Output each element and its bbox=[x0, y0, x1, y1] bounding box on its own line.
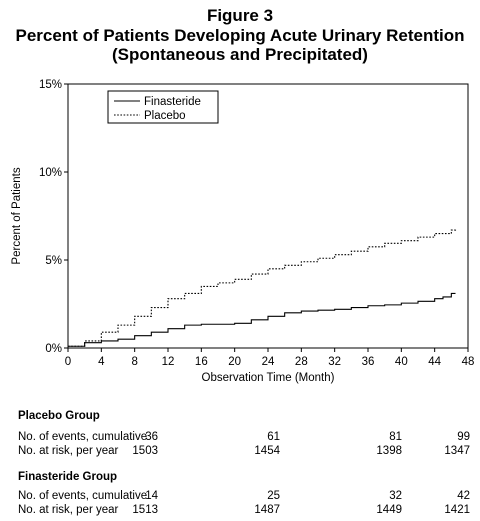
x-tick-label: 28 bbox=[295, 356, 308, 368]
x-tick-label: 16 bbox=[195, 356, 208, 368]
table-cell: 25 bbox=[267, 490, 280, 502]
table-cell: 1449 bbox=[376, 504, 402, 516]
y-tick-label: 15% bbox=[39, 79, 62, 91]
series-line-finasteride bbox=[68, 292, 456, 347]
table-row-label: No. at risk, per year bbox=[18, 504, 119, 516]
y-tick-label: 0% bbox=[45, 343, 62, 355]
x-tick-label: 0 bbox=[65, 356, 71, 368]
legend-label: Placebo bbox=[144, 110, 186, 122]
y-tick-label: 10% bbox=[39, 167, 62, 179]
x-tick-label: 44 bbox=[428, 356, 441, 368]
table-group-title: Finasteride Group bbox=[18, 471, 118, 483]
table-cell: 99 bbox=[457, 431, 470, 443]
legend-box bbox=[107, 90, 219, 124]
y-tick-label: 5% bbox=[45, 255, 62, 267]
table-row-label: No. at risk, per year bbox=[18, 445, 119, 457]
series-line-placebo bbox=[68, 228, 457, 347]
x-tick-label: 4 bbox=[98, 356, 105, 368]
table-cell: 32 bbox=[389, 490, 402, 502]
table-cell: 1513 bbox=[132, 504, 158, 516]
table-cell: 61 bbox=[267, 431, 280, 443]
chart-subtitle: (Spontaneous and Precipitated) bbox=[112, 45, 368, 64]
figure-label: Figure 3 bbox=[206, 6, 274, 25]
table-cell: 81 bbox=[389, 431, 402, 443]
x-tick-label: 48 bbox=[462, 356, 475, 368]
x-tick-label: 36 bbox=[362, 356, 375, 368]
table-cell: 1487 bbox=[254, 504, 280, 516]
x-tick-label: 40 bbox=[395, 356, 408, 368]
chart-title: Percent of Patients Developing Acute Uri… bbox=[15, 26, 465, 45]
x-tick-label: 24 bbox=[262, 356, 275, 368]
x-tick-label: 8 bbox=[131, 356, 137, 368]
table-cell: 1398 bbox=[376, 445, 402, 457]
table-row-label: No. of events, cumulative bbox=[18, 431, 148, 443]
plot-frame bbox=[67, 83, 469, 349]
table-cell: 42 bbox=[457, 490, 470, 502]
x-axis-label: Observation Time (Month) bbox=[202, 372, 335, 384]
table-cell: 1503 bbox=[132, 445, 158, 457]
legend-label: Finasteride bbox=[144, 96, 201, 108]
table-group-title: Placebo Group bbox=[18, 410, 100, 422]
table-cell: 1347 bbox=[444, 445, 470, 457]
table-cell: 14 bbox=[145, 490, 158, 502]
x-tick-label: 12 bbox=[162, 356, 175, 368]
table-row-label: No. of events, cumulative bbox=[18, 490, 148, 502]
y-axis-label: Percent of Patients bbox=[11, 167, 23, 264]
table-cell: 36 bbox=[145, 431, 158, 443]
x-tick-label: 32 bbox=[328, 356, 341, 368]
x-tick-label: 20 bbox=[228, 356, 241, 368]
table-cell: 1454 bbox=[254, 445, 280, 457]
chart: 0%5%10%15%0 4 8 12 16 20 24 28 32 36 40 44 48Observa… bbox=[11, 79, 475, 384]
table-cell: 1421 bbox=[444, 504, 470, 516]
